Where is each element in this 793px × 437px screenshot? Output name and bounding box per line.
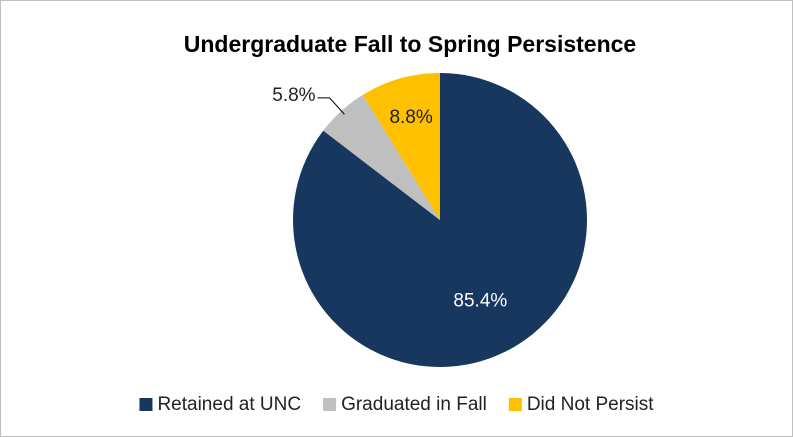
legend-label: Retained at UNC [157,394,301,415]
legend-swatch [323,398,337,411]
legend-label: Did Not Persist [527,394,654,415]
legend-swatch [139,398,153,411]
data-label: 8.8% [389,107,432,128]
pie-slice [362,73,440,220]
legend-label: Graduated in Fall [341,394,487,415]
data-label: 5.8% [272,85,315,106]
data-label: 85.4% [453,291,507,312]
leader-line [317,97,345,115]
pie-slice [293,73,587,368]
pie-slice [323,94,440,220]
legend-swatch [508,398,522,411]
chart-title: Undergraduate Fall to Spring Persistence [184,31,636,57]
